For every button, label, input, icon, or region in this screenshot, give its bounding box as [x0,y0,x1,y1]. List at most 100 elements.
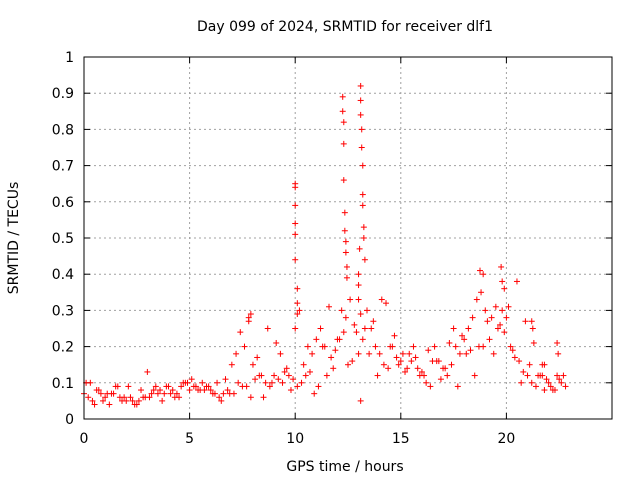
data-point [332,347,339,354]
data-point [125,383,132,390]
data-point [294,300,301,307]
data-point [357,82,364,89]
chart-title: Day 099 of 2024, SRMTID for receiver dlf… [197,19,493,35]
y-tick-label: 0.3 [52,303,74,319]
data-point [469,314,476,321]
data-point [247,311,254,318]
data-point [237,329,244,336]
data-point [359,162,366,169]
data-point [488,314,495,321]
data-point [383,300,390,307]
data-point [104,390,111,397]
data-point [522,318,529,325]
data-point [163,383,170,390]
data-point [298,379,305,386]
y-tick-label: 0.1 [52,376,74,392]
data-point [249,361,256,368]
data-point [551,387,558,394]
data-point [410,343,417,350]
data-point [230,390,237,397]
data-point [478,289,485,296]
data-point [106,401,113,408]
data-point [360,224,367,231]
data-point [241,343,248,350]
data-point [414,365,421,372]
y-tick-label: 0.6 [52,195,74,211]
data-point [357,97,364,104]
data-point [271,372,278,379]
data-point [507,343,514,350]
data-point [357,111,364,118]
data-point [235,379,242,386]
data-point [376,350,383,357]
data-point [498,263,505,270]
x-tick-label: 20 [497,431,515,447]
data-point [355,282,362,289]
y-tick-label: 0.2 [52,340,74,356]
data-point [556,376,563,383]
data-point [391,332,398,339]
data-point [355,296,362,303]
data-point [178,383,185,390]
data-point [133,401,140,408]
data-point [408,358,415,365]
data-point [358,144,365,151]
data-point [260,394,267,401]
data-point [283,365,290,372]
data-point [273,339,280,346]
data-point [330,365,337,372]
data-point [294,383,301,390]
data-point [361,256,368,263]
data-point [484,318,491,325]
data-point [95,387,102,394]
data-point [541,387,548,394]
data-point [228,361,235,368]
data-point [465,325,472,332]
data-point [516,358,523,365]
data-point [492,303,499,310]
x-tick-label: 15 [392,431,410,447]
data-point [482,307,489,314]
data-point [404,365,411,372]
data-point [437,376,444,383]
data-point [562,383,569,390]
data-point [497,321,504,328]
data-point [268,379,275,386]
data-point [173,390,180,397]
data-point [294,285,301,292]
data-point [123,397,130,404]
data-point [406,350,413,357]
y-axis-label: SRMTID / TECUs [6,182,22,295]
data-point [351,321,358,328]
data-point [292,231,299,238]
data-point [499,307,506,314]
data-point [325,303,332,310]
data-point [477,267,483,274]
data-point [505,303,512,310]
data-point [501,329,508,336]
data-point [121,394,128,401]
data-point [397,358,404,365]
data-point [287,387,294,394]
data-point [471,372,478,379]
data-point [277,350,284,357]
y-tick-label: 0.7 [52,159,74,175]
data-point [543,376,550,383]
data-point [207,387,214,394]
data-point [262,379,269,386]
data-point [252,376,259,383]
data-point [399,350,406,357]
data-point [216,394,223,401]
data-point [169,387,176,394]
data-point [356,245,363,252]
x-tick-label: 0 [80,431,89,447]
data-point [340,140,347,147]
data-point [412,354,419,361]
data-point [281,368,288,375]
data-point [370,318,377,325]
data-point [444,372,451,379]
data-point [188,376,195,383]
data-point [359,202,366,209]
